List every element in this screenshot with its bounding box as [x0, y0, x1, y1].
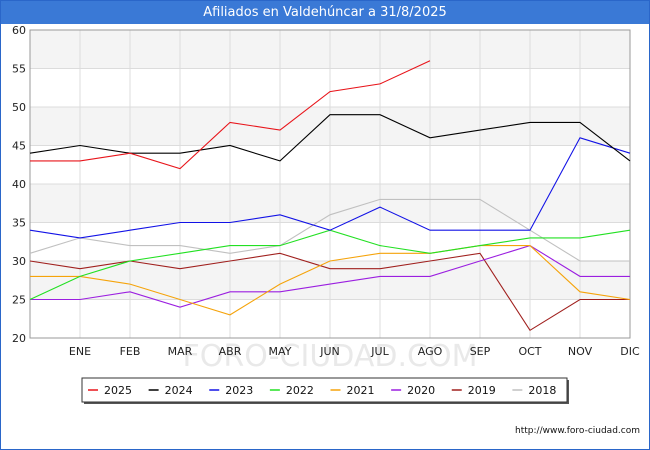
x-tick-label: DIC	[620, 345, 640, 358]
y-tick-label: 30	[12, 255, 26, 268]
y-tick-label: 20	[12, 332, 26, 345]
x-tick-label: OCT	[518, 345, 541, 358]
x-tick-label: AGO	[418, 345, 443, 358]
watermark-text: FORO-CIUDAD.COM	[183, 339, 478, 374]
x-tick-label: NOV	[568, 345, 593, 358]
y-tick-label: 45	[12, 140, 26, 153]
series-line-2025	[30, 60, 431, 170]
title-bar: Afiliados en Valdehúncar a 31/8/2025	[1, 1, 649, 24]
x-tick-label: ENE	[69, 345, 91, 358]
x-tick-label: MAY	[269, 345, 292, 358]
y-tick-label: 25	[12, 294, 26, 307]
y-tick-label: 60	[12, 24, 26, 37]
y-tick-label: 35	[12, 217, 26, 230]
legend-label-2019: 2019	[468, 384, 496, 397]
legend-label-2020: 2020	[407, 384, 435, 397]
legend-label-2021: 2021	[347, 384, 375, 397]
legend-label-2025: 2025	[104, 384, 132, 397]
x-tick-label: JUL	[370, 345, 389, 358]
x-tick-label: SEP	[470, 345, 491, 358]
x-tick-label: FEB	[120, 345, 141, 358]
y-tick-label: 55	[12, 63, 26, 76]
series-line-2021	[30, 245, 631, 316]
legend-label-2022: 2022	[286, 384, 314, 397]
plot-border	[29, 29, 631, 339]
source-credit: http://www.foro-ciudad.com	[515, 426, 640, 436]
y-tick-label: 40	[12, 178, 26, 191]
legend-label-2024: 2024	[165, 384, 193, 397]
series-line-2023	[29, 137, 631, 239]
legend-label-2018: 2018	[528, 384, 556, 397]
x-tick-label: MAR	[168, 345, 193, 358]
x-tick-label: JUN	[319, 345, 340, 358]
legend-label-2023: 2023	[225, 384, 253, 397]
x-tick-label: ABR	[219, 345, 242, 358]
y-tick-label: 50	[12, 101, 26, 114]
chart-title: Afiliados en Valdehúncar a 31/8/2025	[203, 5, 447, 20]
legend	[81, 377, 568, 403]
